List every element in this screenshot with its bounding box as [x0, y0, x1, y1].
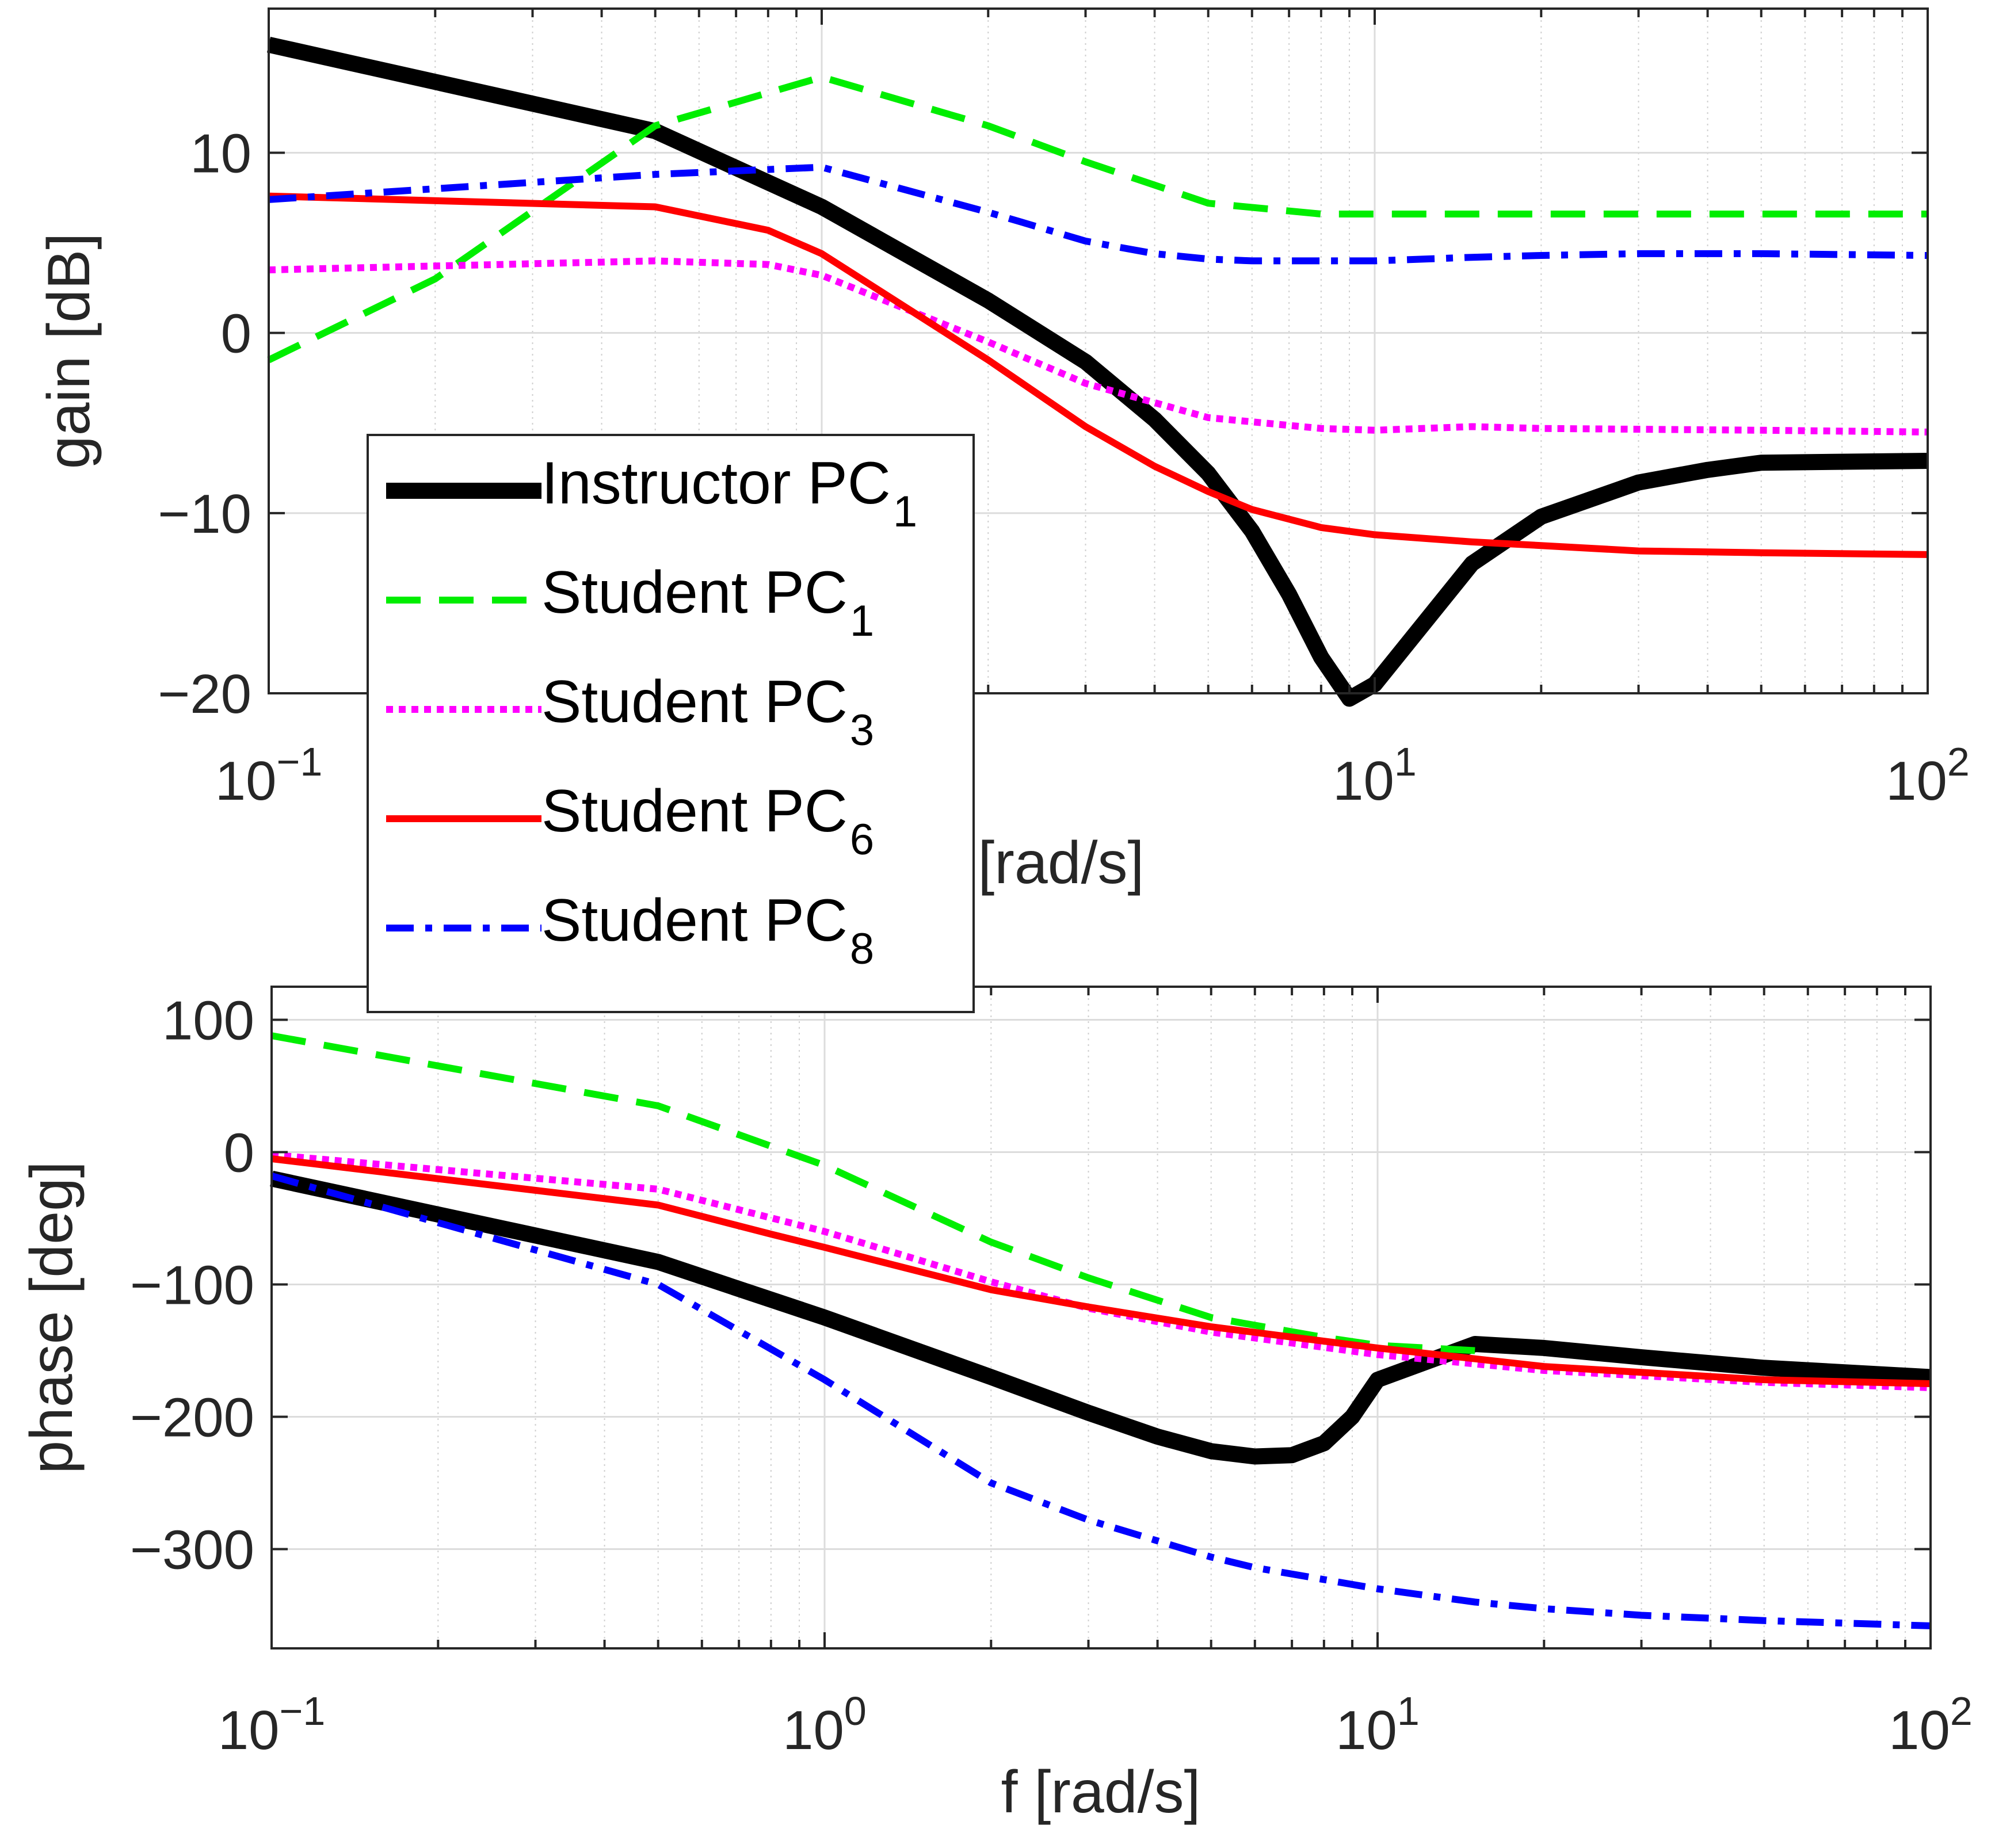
series-student-pc3 [271, 1151, 1931, 1391]
y-tick-label: 0 [224, 1122, 254, 1184]
y-tick-label: −200 [130, 1387, 254, 1449]
gain-ylabel: gain [dB] [36, 233, 102, 469]
legend-item-student-pc3: Student PC3 [369, 655, 972, 764]
x-tick-label: 101 [1333, 739, 1417, 812]
legend: Instructor PC1 Student PC1 Student PC3 S… [367, 434, 975, 1013]
gain-plot-frame [268, 7, 1929, 694]
phase-ylabel: phase [deg] [18, 1161, 85, 1474]
legend-label: Instructor PC1 [541, 450, 918, 536]
series-student-pc8 [270, 1173, 1931, 1629]
legend-item-student-pc8: Student PC8 [369, 873, 972, 983]
phase-plot-background [272, 987, 1931, 1648]
legend-swatch-instructor-pc1 [386, 483, 541, 499]
x-tick-label: 101 [1336, 1689, 1420, 1761]
legend-item-student-pc1: Student PC1 [369, 545, 972, 655]
series-instructor-pc1 [266, 36, 1928, 707]
gain-ticks: −20 −10 0 10 10−1 101 102 [158, 9, 1970, 812]
gain-xlabel: f [rad/s] [945, 830, 1145, 896]
legend-label: Student PC3 [541, 669, 875, 755]
series-student-pc1 [267, 74, 1928, 364]
series-student-pc8 [268, 163, 1928, 265]
y-tick-label: −10 [158, 483, 251, 545]
x-tick-label: 102 [1889, 1689, 1973, 1761]
phase-plot-frame [270, 986, 1932, 1650]
x-tick-label: 100 [783, 1689, 867, 1761]
series-student-pc6 [271, 1155, 1931, 1387]
gain-panel: −20 −10 0 10 10−1 101 102 f [rad/s] gain [dB] [36, 7, 1970, 896]
legend-swatch-student-pc8 [386, 925, 541, 931]
legend-swatch-student-pc3 [386, 706, 541, 713]
legend-label: Student PC6 [541, 778, 875, 864]
y-tick-label: 100 [162, 990, 254, 1052]
legend-swatch-student-pc1 [386, 597, 541, 604]
x-tick-label: 10−1 [218, 1689, 326, 1761]
series-instructor-pc1 [270, 1170, 1931, 1465]
y-tick-label: −300 [130, 1519, 254, 1581]
y-tick-label: 10 [190, 123, 251, 185]
y-tick-label: 0 [221, 303, 251, 365]
legend-item-instructor-pc1: Instructor PC1 [369, 436, 972, 545]
x-tick-label: 10−1 [215, 739, 323, 812]
legend-item-student-pc6: Student PC6 [369, 764, 972, 873]
phase-series [270, 1032, 1931, 1629]
legend-swatch-student-pc6 [386, 815, 541, 822]
y-tick-label: −100 [130, 1255, 254, 1316]
phase-xlabel: f [rad/s] [1001, 1759, 1201, 1826]
y-tick-label: −20 [158, 663, 251, 725]
series-student-pc3 [268, 257, 1928, 436]
legend-label: Student PC1 [541, 559, 875, 646]
x-tick-label: 102 [1886, 739, 1970, 812]
legend-label: Student PC8 [541, 887, 875, 973]
series-student-pc6 [268, 192, 1928, 558]
gain-series [266, 36, 1928, 707]
